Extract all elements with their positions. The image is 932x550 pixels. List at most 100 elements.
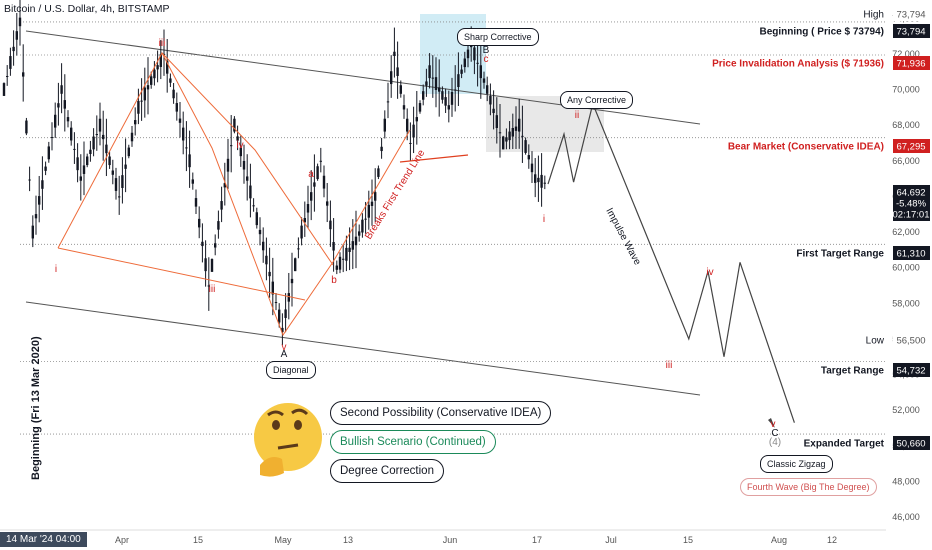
candle-body [418,103,422,112]
candle-body [290,278,294,284]
right-value-9: 54,732 [896,366,925,377]
candle-body [444,97,447,106]
candle-body [92,136,95,150]
y-tick-label: 72,000 [892,49,920,59]
candle-body [105,144,108,154]
candle-body [489,95,492,105]
time-stamp: 14 Mar '24 04:00 [0,532,87,547]
candle-body [12,46,15,52]
wave-label: iii [666,360,673,371]
candle-body [217,221,220,230]
candle-body [310,192,313,201]
right-label-7: First Target Range [796,249,884,260]
wave-label: ii [575,110,579,121]
tag-diagonal: Diagonal [266,361,316,379]
wave-label: v [771,419,776,430]
candle-body [194,198,198,207]
candle-body [22,72,25,77]
candle-body [31,225,34,239]
right-value-5-box [893,196,930,210]
candle-body [258,229,262,235]
tag-fourth-wave: Fourth Wave (Big The Degree) [740,478,877,496]
candle-body [540,174,543,188]
candle-body [482,78,486,83]
wave-label: b [331,275,337,286]
wave-label: iii [209,284,216,295]
x-tick-label: Jun [443,535,458,545]
candle-body [249,185,252,199]
candle-body [18,17,22,27]
candle-body [457,74,460,88]
candle-body [114,178,118,191]
y-tick-label: 60,000 [892,263,920,273]
y-tick-label: 70,000 [892,85,920,95]
candle-body [28,179,31,181]
candle-body [207,285,210,287]
candle-body [415,117,418,122]
candle-body [182,127,185,141]
candle-body [281,327,284,333]
candle-body [322,175,326,189]
right-value-8: 56,500 [896,336,925,347]
right-value-0: 73,794 [896,10,925,21]
candle-body [198,218,201,228]
candle-body [111,170,114,175]
y-tick-label: 52,000 [892,405,920,415]
candle-body [233,118,236,132]
candle-body [380,146,383,152]
candle-body [204,258,207,272]
x-tick-label: Apr [115,535,129,545]
candle-body [505,137,508,142]
projection-path [547,101,795,423]
candle-body [454,89,457,91]
candle-body [486,85,489,94]
candle-body [89,149,92,155]
candle-body [518,118,521,132]
candle-body [374,192,377,201]
wave-line-2 [161,52,334,266]
candle-body [422,91,425,100]
candle-body [214,243,217,248]
candle-body [450,92,454,105]
x-tick-label: 13 [343,535,353,545]
candle-body [502,136,505,150]
candle-body [514,126,518,131]
right-value-10-box [893,436,930,450]
candle-body [239,147,242,157]
candle-body [316,166,319,180]
candle-body [70,127,73,141]
wave-label: C [771,428,778,439]
candle-body [463,58,466,68]
candle-body [146,85,150,90]
wave-line-1 [57,247,306,301]
label-breaks-trend-line: Breaks First Trend Line [363,148,427,242]
wave-label: A [281,349,288,360]
candle-body [460,69,463,74]
candle-body [50,137,54,139]
candle-body [118,196,121,198]
tag-classic-zigzag: Classic Zigzag [760,455,833,473]
candle-body [492,108,495,114]
candle-body [140,100,143,102]
candle-body [121,175,124,188]
right-label-0: High [863,10,884,21]
candle-body [351,241,354,250]
right-value-1: 73,794 [896,27,925,38]
candle-body [498,132,502,134]
x-tick-label: Jul [605,535,617,545]
candle-body [262,241,265,251]
candle-body [220,201,223,210]
candle-body [102,134,105,140]
candle-body [230,145,233,147]
candle-body [527,155,530,160]
candle-body [172,89,175,99]
y-tick-label: 46,000 [892,512,920,522]
candle-body [386,101,390,103]
bubble-degree-correction: Degree Correction [330,459,444,483]
candle-body [86,156,89,166]
candle-body [345,247,348,261]
sidebar-label: Beginning (Fri 13 Mar 2020) [30,330,44,480]
projection-arrowhead [768,418,775,428]
candle-body [303,218,306,223]
candle-body [175,103,178,112]
